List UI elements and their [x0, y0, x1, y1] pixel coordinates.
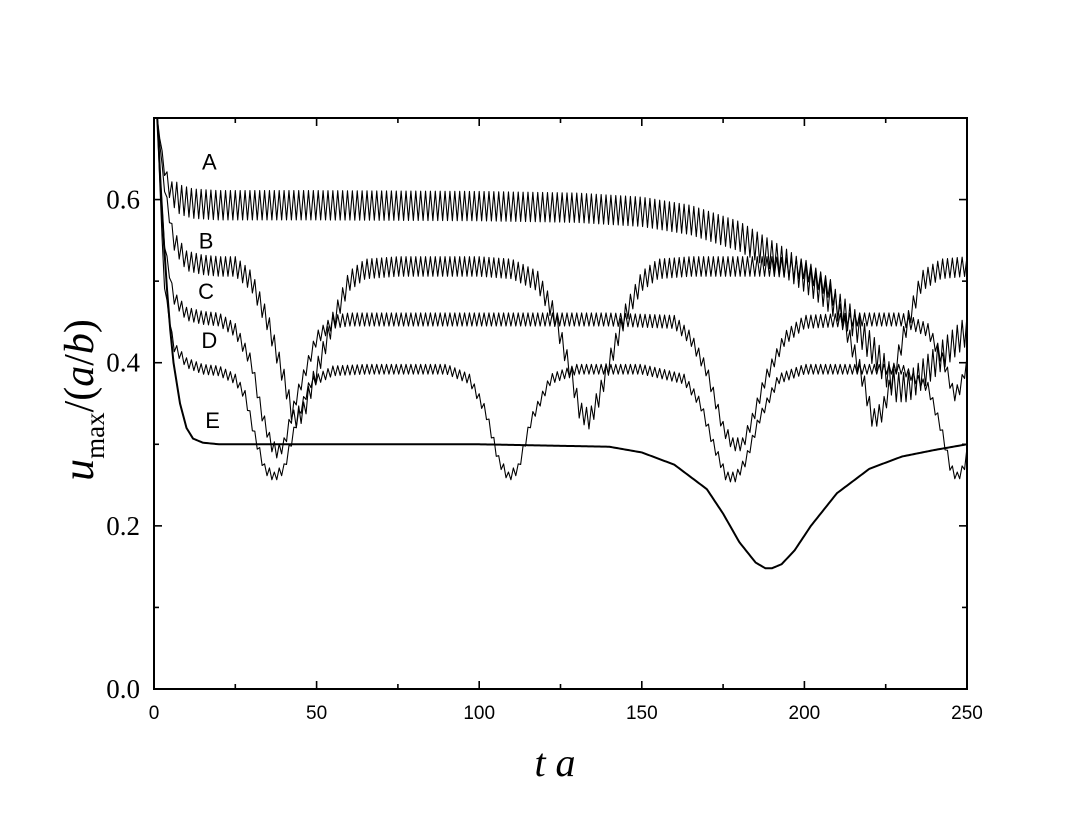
curve-label-c: C	[198, 279, 214, 304]
series-line-d	[156, 118, 967, 483]
series-line-b	[156, 118, 967, 430]
y-tick-label: 0.2	[106, 511, 140, 541]
series-line-c	[156, 118, 967, 459]
curve-label-d: D	[201, 328, 217, 353]
x-tick-label: 250	[951, 703, 983, 724]
x-tick-label: 0	[149, 703, 160, 724]
y-tick-label: 0.4	[106, 348, 140, 378]
curve-label-b: B	[199, 229, 214, 254]
x-tick-label: 50	[306, 703, 327, 724]
series-line-e	[156, 118, 967, 570]
x-axis-label: t a	[534, 740, 575, 785]
x-tick-label: 150	[626, 703, 658, 724]
tick-labels: 0 50 100 150 200 250 0.0 0.2 0.4 0.6	[106, 185, 983, 724]
curve-label-e: E	[205, 408, 220, 433]
curve-labels: A BCD E	[198, 149, 220, 433]
y-tick-label: 0.6	[106, 185, 140, 215]
x-tick-label: 100	[463, 703, 495, 724]
x-tick-label: 200	[789, 703, 821, 724]
y-tick-label: 0.0	[106, 674, 140, 704]
y-axis-label: umax/(a/b)	[54, 319, 110, 481]
series-lines	[156, 118, 967, 570]
axis-ticks	[153, 117, 968, 690]
y-axis-title: umax/(a/b)	[54, 319, 110, 481]
series-line-a	[156, 118, 967, 403]
x-axis-title: t a	[534, 740, 575, 785]
curve-label-a: A	[202, 149, 217, 174]
